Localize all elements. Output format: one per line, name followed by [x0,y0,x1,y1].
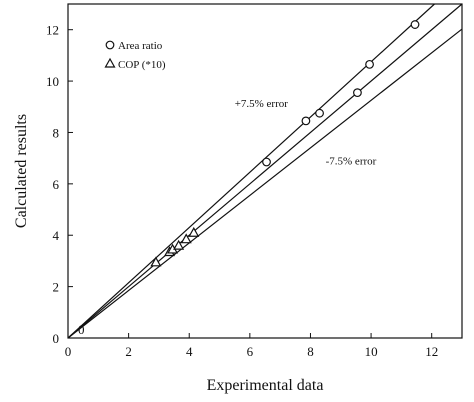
x-tick-label-12: 12 [425,344,438,359]
y-tick-label-2: 2 [53,280,60,295]
y-tick-label-6: 6 [53,177,60,192]
legend-label-cop: COP (*10) [118,59,166,71]
tick-labels: 0 2 4 6 8 10 12 0 2 4 6 8 10 12 [46,23,438,359]
y-tick-label-12: 12 [46,23,59,38]
x-tick-label-4: 4 [186,344,193,359]
x-axis-title: Experimental data [207,377,324,394]
point-area-ratio-2 [315,108,324,118]
point-area-ratio-4 [365,59,374,69]
x-tick-label-10: 10 [365,344,378,359]
point-cop-4 [180,233,192,244]
x-tick-label-6: 6 [247,344,254,359]
annotation-minus-error: -7.5% error [326,156,377,168]
y-axis-title: Calculated results [13,114,30,228]
point-cop-0 [150,256,162,267]
legend-label-area-ratio: Area ratio [118,40,163,52]
x-tick-label-8: 8 [307,344,314,359]
x-tick-label-2: 2 [125,344,132,359]
legend: Area ratio COP (*10) [104,40,166,71]
point-area-ratio-3 [353,88,362,98]
reference-line-1 [67,3,435,339]
point-area-ratio-0 [262,157,271,167]
legend-marker-cop [104,57,116,68]
point-cop-3 [173,239,185,250]
point-area-ratio-5 [410,20,420,29]
y-tick-label-8: 8 [53,125,60,140]
point-area-ratio-1 [301,116,311,126]
reference-line-2 [67,28,463,339]
plot-frame [67,3,463,339]
point-cop-5 [188,226,200,237]
data-points [150,20,420,267]
y-tick-label-0: 0 [53,331,60,346]
legend-marker-area-ratio [105,40,115,50]
y-tick-label-4: 4 [53,228,60,243]
x-tick-label-0: 0 [65,344,72,359]
y-tick-label-10: 10 [46,74,59,89]
origin-label: 0 [78,322,85,337]
axis-ticks [67,29,433,339]
reference-line-0 [67,3,463,339]
reference-lines [67,3,463,339]
annotation-plus-error: +7.5% error [235,98,289,110]
